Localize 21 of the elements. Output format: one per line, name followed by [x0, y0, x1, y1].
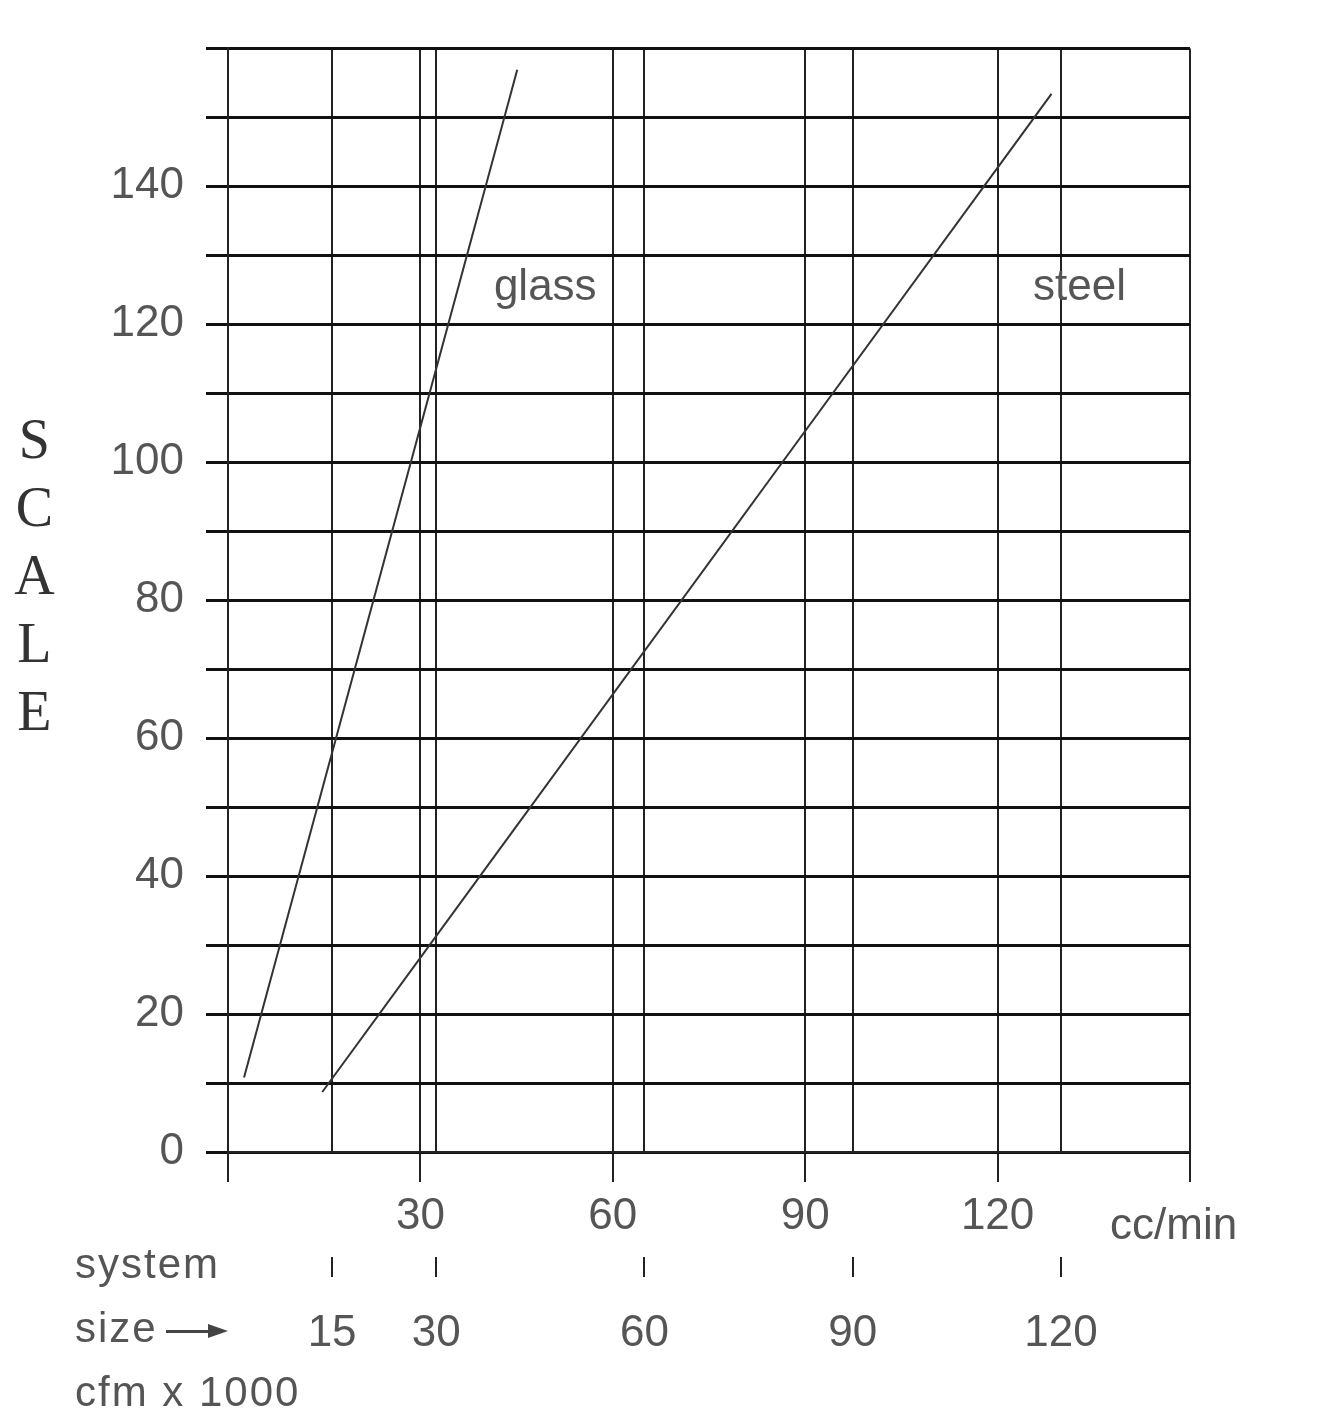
- y-tick-label: 80: [135, 572, 184, 622]
- x-tick-label: 120: [960, 1188, 1035, 1238]
- x2-tick-label: 60: [619, 1305, 669, 1355]
- x-axis-title: cc/min: [1110, 1199, 1238, 1249]
- y-tick-label: 140: [110, 158, 184, 208]
- x-tick-label: 30: [395, 1188, 445, 1238]
- x-tick-label: 60: [588, 1188, 638, 1238]
- y-axis-title: SCALE: [13, 407, 56, 744]
- y-tick-label: 20: [135, 986, 184, 1036]
- x2-tick-label: 120: [1024, 1305, 1098, 1355]
- y-tick-label: 40: [135, 848, 184, 898]
- x2-tick-label: 15: [307, 1305, 357, 1355]
- y-tick-label: 60: [135, 710, 184, 760]
- y-tick-label: 120: [110, 296, 184, 346]
- y-tick-label: 100: [110, 434, 184, 484]
- x2-tick-label: 90: [828, 1305, 878, 1355]
- y-tick-label: 0: [159, 1124, 184, 1174]
- x2-axis-title: system size cfm x 1000: [75, 1239, 301, 1417]
- x2-tick-label: 30: [411, 1305, 461, 1355]
- x-tick-label: 90: [780, 1188, 830, 1238]
- series-label: glass: [493, 260, 597, 310]
